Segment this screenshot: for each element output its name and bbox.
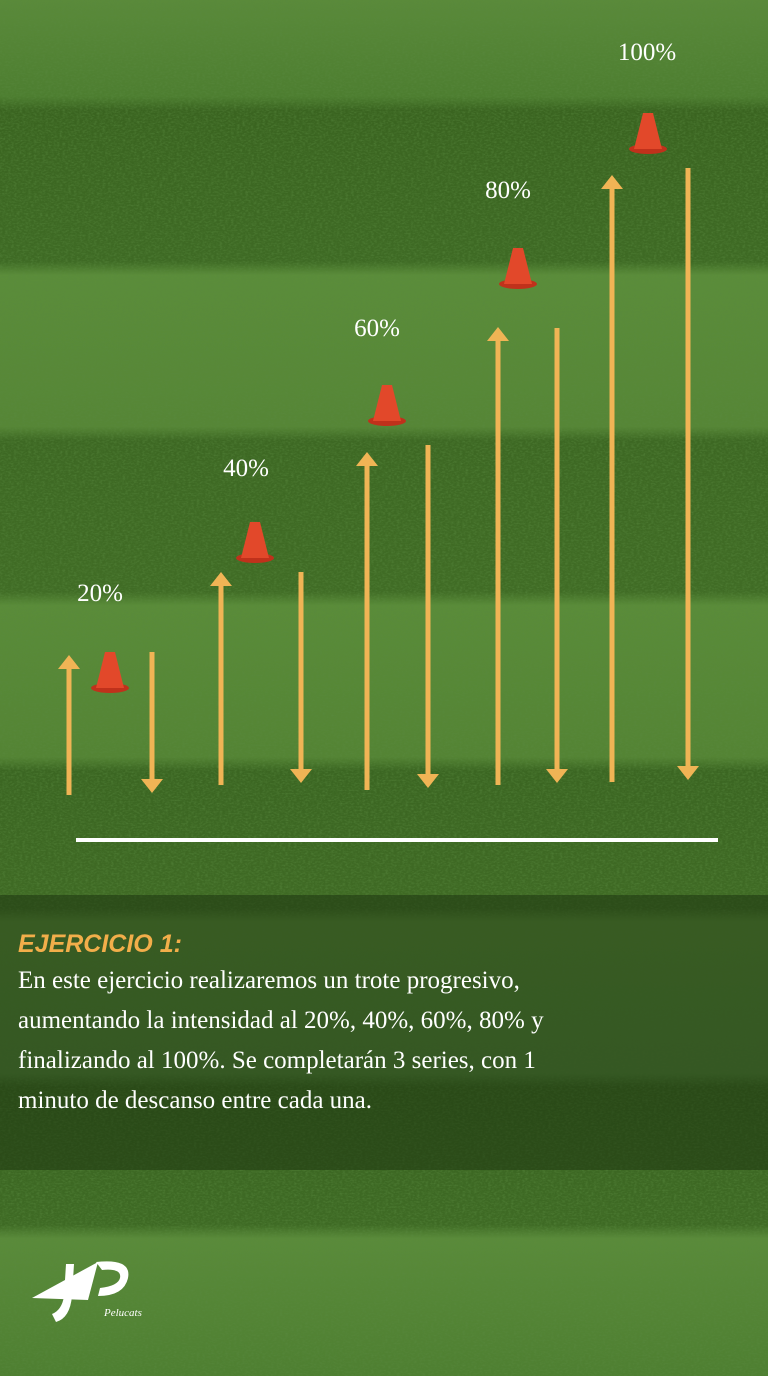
cone [634,113,662,149]
cone [241,522,269,558]
arrow-head [677,766,699,780]
cone [504,248,532,284]
arrow-head [601,175,623,189]
arrow-head [356,452,378,466]
exercise-title: EJERCICIO 1: [18,930,182,958]
intensity-label: 40% [223,455,269,482]
arrow-head [58,655,80,669]
logo: Pelucats [32,1261,142,1322]
cone [96,652,124,688]
stages: 20% 40% 60% 80% 100% [58,39,699,795]
intensity-label: 60% [354,315,400,342]
exercise-line: aumentando la intensidad al 20%, 40%, 60… [18,1007,544,1034]
arrow-head [210,572,232,586]
logo-mark [52,1264,74,1322]
arrow-head [546,769,568,783]
cone [373,385,401,421]
intensity-label: 80% [485,177,531,204]
exercise-line: minuto de descanso entre cada una. [18,1087,372,1114]
arrow-head [141,779,163,793]
intensity-label: 20% [77,580,123,607]
intensity-label: 100% [618,39,676,66]
text-panel [0,895,768,1170]
arrow-head [487,327,509,341]
arrow-head [417,774,439,788]
arrow-head [290,769,312,783]
exercise-line: En este ejercicio realizaremos un trote … [18,967,520,994]
logo-mark [96,1261,129,1296]
logo-text: Pelucats [103,1307,142,1319]
exercise-line: finalizando al 100%. Se completarán 3 se… [18,1047,536,1074]
exercise-text: En este ejercicio realizaremos un trote … [18,967,544,1114]
